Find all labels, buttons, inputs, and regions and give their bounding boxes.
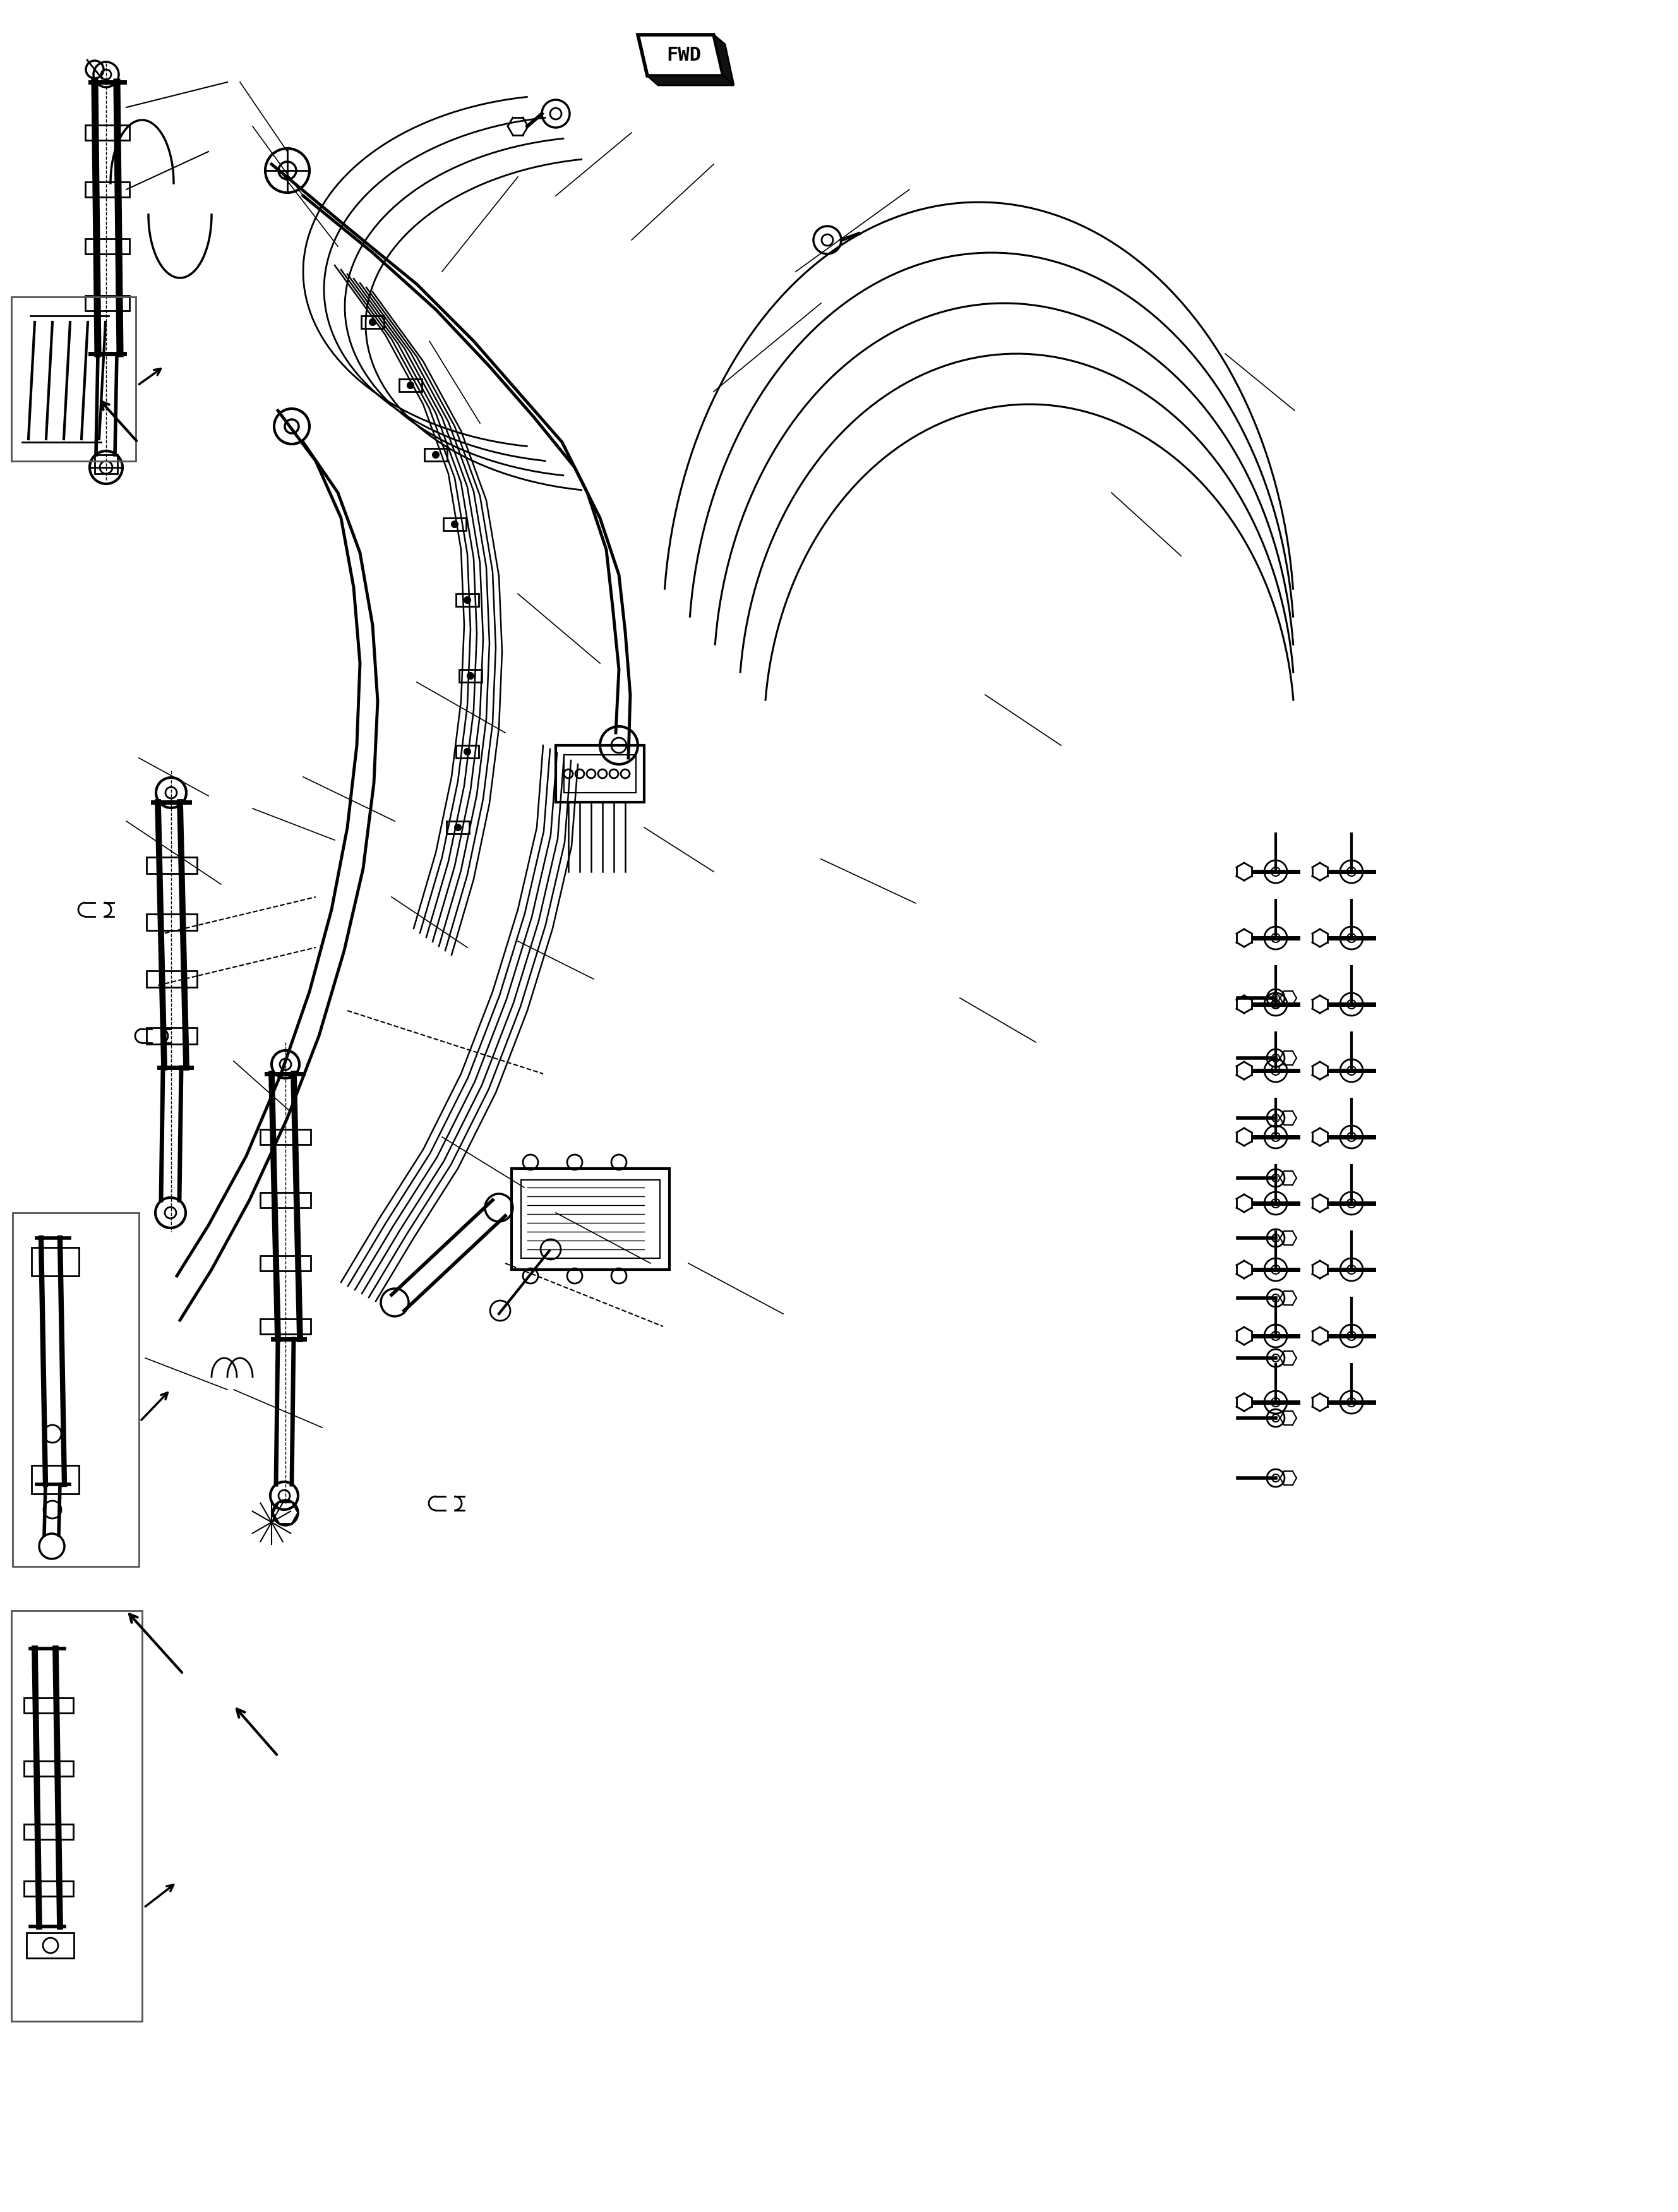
Text: FWD: FWD xyxy=(666,46,701,64)
Circle shape xyxy=(433,451,440,458)
Circle shape xyxy=(451,522,458,526)
Bar xyxy=(564,754,636,792)
Polygon shape xyxy=(713,35,733,86)
Bar xyxy=(260,1130,310,1144)
Circle shape xyxy=(408,383,414,389)
Bar xyxy=(443,518,466,531)
Bar xyxy=(146,856,196,874)
Circle shape xyxy=(369,319,376,325)
Bar xyxy=(32,1464,79,1493)
Bar xyxy=(27,1933,74,1958)
Bar xyxy=(23,1880,74,1896)
Bar xyxy=(399,378,421,392)
Bar xyxy=(456,593,478,606)
Bar xyxy=(446,821,470,834)
Bar xyxy=(460,670,482,681)
Circle shape xyxy=(465,597,470,604)
Bar xyxy=(512,1168,670,1270)
Bar xyxy=(94,456,117,473)
Bar xyxy=(86,181,129,197)
Bar xyxy=(23,1699,74,1712)
Bar xyxy=(86,126,129,139)
Bar xyxy=(361,316,384,327)
Circle shape xyxy=(455,825,461,830)
Bar xyxy=(23,1825,74,1840)
Bar xyxy=(260,1318,310,1334)
Bar xyxy=(555,745,644,803)
Bar xyxy=(456,745,478,759)
Polygon shape xyxy=(638,35,723,75)
Bar xyxy=(32,1248,79,1276)
Bar xyxy=(146,1029,196,1044)
Bar xyxy=(146,971,196,987)
Bar xyxy=(86,296,129,310)
Bar xyxy=(260,1192,310,1208)
Circle shape xyxy=(468,672,473,679)
Bar xyxy=(260,1256,310,1272)
Bar xyxy=(23,1761,74,1776)
Bar xyxy=(425,449,446,460)
Bar xyxy=(86,239,129,254)
Polygon shape xyxy=(648,75,733,86)
Bar xyxy=(146,914,196,931)
Bar xyxy=(522,1179,659,1259)
Circle shape xyxy=(465,748,470,754)
